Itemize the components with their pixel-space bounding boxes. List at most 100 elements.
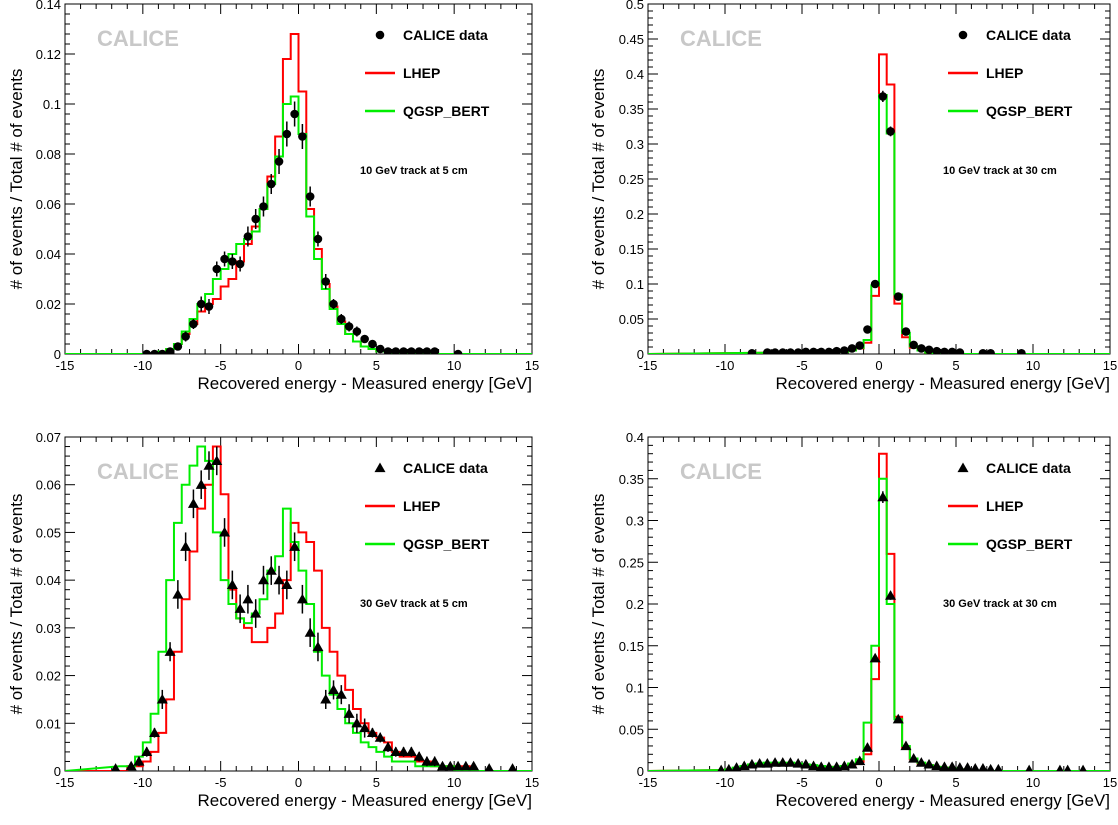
legend-label: LHEP bbox=[986, 498, 1023, 514]
data-point bbox=[847, 344, 857, 353]
y-tick-label: 0.25 bbox=[619, 172, 644, 187]
x-tick-label: 15 bbox=[525, 775, 539, 790]
x-tick-label: 10 bbox=[1026, 775, 1040, 790]
data-point bbox=[870, 279, 880, 289]
data-point bbox=[181, 332, 190, 341]
data-point bbox=[414, 347, 424, 354]
data-point bbox=[343, 708, 355, 718]
data-point bbox=[892, 713, 904, 724]
data-point bbox=[390, 746, 402, 757]
x-tick-label: -5 bbox=[796, 775, 808, 790]
data-point bbox=[298, 132, 307, 141]
data-point bbox=[824, 347, 834, 354]
data-point bbox=[273, 574, 285, 585]
data-point bbox=[832, 346, 841, 354]
y-tick-label: 0.1 bbox=[43, 97, 61, 112]
data-point bbox=[351, 717, 363, 728]
x-tick-label: -10 bbox=[133, 775, 152, 790]
data-point bbox=[731, 762, 742, 771]
data-point bbox=[337, 314, 346, 324]
data-point bbox=[931, 760, 943, 771]
run-annotation: 30 GeV track at 30 cm bbox=[943, 598, 1057, 610]
data-point bbox=[1079, 764, 1087, 771]
y-tick-label: 0.02 bbox=[36, 669, 61, 684]
y-axis-title: # of events / Total # of events bbox=[7, 494, 26, 715]
data-point bbox=[335, 689, 347, 699]
data-point bbox=[235, 259, 245, 269]
data-point bbox=[165, 347, 175, 354]
data-point bbox=[893, 292, 903, 301]
data-point bbox=[954, 762, 965, 771]
data-point bbox=[296, 593, 308, 604]
run-annotation: 30 GeV track at 5 cm bbox=[360, 598, 468, 610]
data-point bbox=[304, 627, 316, 637]
data-point bbox=[329, 299, 338, 309]
x-axis-title: Recovered energy - Measured energy [GeV] bbox=[197, 791, 532, 810]
data-point bbox=[915, 757, 927, 767]
data-point bbox=[312, 641, 324, 652]
series-qgsp-bert-line bbox=[648, 94, 1110, 354]
chart-panel-1: 0 0.02 0.04 0.06 0.08 0.1 0.12 0.14 -15 -10 -5 0 5 10… bbox=[7, 0, 539, 393]
legend-label: QGSP_BERT bbox=[986, 536, 1073, 552]
data-point bbox=[986, 349, 995, 354]
data-point bbox=[784, 757, 796, 767]
run-annotation: 10 GeV track at 30 cm bbox=[943, 165, 1057, 177]
x-tick-label: 5 bbox=[373, 358, 380, 373]
legend-marker-data bbox=[958, 30, 968, 40]
x-axis-title: Recovered energy - Measured energy [GeV] bbox=[775, 791, 1110, 810]
data-point bbox=[407, 347, 416, 354]
data-point bbox=[855, 341, 865, 350]
data-point bbox=[940, 347, 949, 354]
data-point bbox=[970, 762, 980, 771]
data-point bbox=[243, 232, 253, 241]
y-axis-title: # of events / Total # of events bbox=[7, 69, 26, 290]
y-tick-label: 0.35 bbox=[619, 102, 644, 117]
data-point bbox=[274, 157, 284, 166]
y-tick-label: 0.25 bbox=[619, 555, 644, 570]
calice-watermark: CALICE bbox=[680, 26, 762, 51]
y-tick-label: 0 bbox=[54, 347, 61, 362]
data-point bbox=[978, 349, 988, 354]
legend-label: CALICE data bbox=[986, 27, 1071, 43]
data-point bbox=[746, 758, 758, 769]
data-point bbox=[932, 346, 942, 354]
data-point bbox=[962, 762, 973, 771]
series-qgsp-bert-line bbox=[648, 477, 1110, 771]
data-point bbox=[405, 746, 417, 757]
data-point bbox=[399, 347, 408, 354]
plot-area bbox=[65, 445, 532, 771]
x-tick-label: -10 bbox=[716, 358, 735, 373]
data-point bbox=[234, 603, 246, 613]
chart-panel-4: 0 0.05 0.1 0.15 0.2 0.25 0.3 0.35 0.4 -15 -10 -5 0 5 1… bbox=[589, 430, 1117, 810]
data-point bbox=[778, 348, 788, 354]
x-tick-label: 15 bbox=[1103, 358, 1117, 373]
data-point bbox=[808, 760, 820, 771]
data-point bbox=[157, 349, 167, 354]
chart-panel-3: 0 0.01 0.02 0.03 0.04 0.05 0.06 0.07 -15 -10 -5 0 5 1… bbox=[7, 430, 539, 810]
data-point bbox=[359, 722, 371, 733]
data-point bbox=[878, 92, 888, 101]
data-point bbox=[777, 757, 789, 767]
y-tick-label: 0.4 bbox=[626, 67, 644, 82]
x-tick-label: 10 bbox=[447, 358, 461, 373]
data-point bbox=[305, 192, 315, 201]
data-point bbox=[846, 758, 858, 769]
data-point bbox=[978, 762, 988, 771]
data-point bbox=[886, 127, 895, 136]
legend-label: LHEP bbox=[403, 65, 440, 81]
data-point bbox=[801, 347, 811, 354]
y-tick-label: 0.3 bbox=[626, 137, 644, 152]
data-point bbox=[383, 347, 393, 354]
data-point bbox=[946, 761, 958, 771]
plot-area bbox=[65, 33, 532, 354]
y-tick-label: 0.06 bbox=[36, 197, 61, 212]
y-tick-label: 0.15 bbox=[619, 639, 644, 654]
data-point bbox=[266, 179, 276, 189]
data-point bbox=[204, 302, 214, 311]
x-tick-label: 10 bbox=[1026, 358, 1040, 373]
data-point bbox=[938, 761, 950, 771]
data-point bbox=[142, 349, 152, 354]
data-point bbox=[468, 760, 480, 771]
legend-label: QGSP_BERT bbox=[986, 103, 1073, 119]
data-point bbox=[917, 344, 926, 353]
